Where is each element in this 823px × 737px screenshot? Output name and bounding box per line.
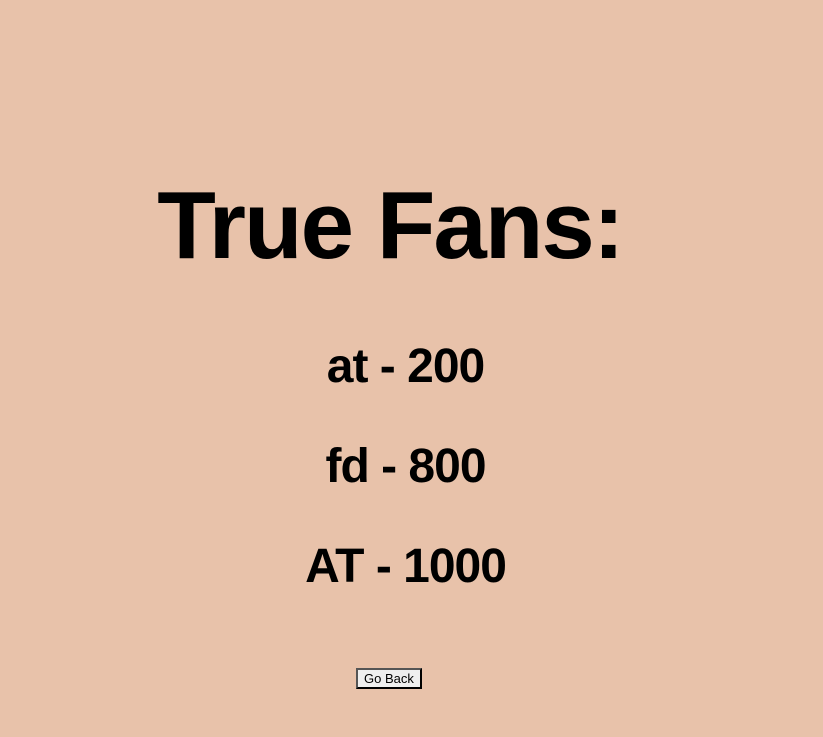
go-back-button[interactable]: Go Back bbox=[356, 668, 422, 689]
fan-entry: at - 200 bbox=[326, 340, 485, 393]
fans-list: at - 200 fd - 800 AT - 1000 bbox=[0, 338, 823, 638]
fan-entry: fd - 800 bbox=[325, 440, 486, 493]
fan-entry: AT - 1000 bbox=[305, 540, 507, 593]
page-title: True Fans: bbox=[157, 172, 624, 279]
